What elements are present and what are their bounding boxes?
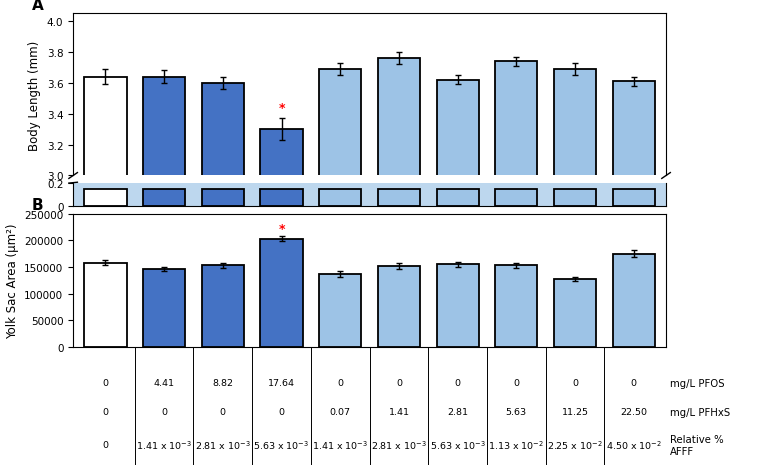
Bar — [143, 78, 186, 476]
Bar — [319, 189, 361, 207]
Text: 2.25 x 10$^{-2}$: 2.25 x 10$^{-2}$ — [547, 439, 603, 451]
Text: 1.41 x 10$^{-3}$: 1.41 x 10$^{-3}$ — [136, 439, 192, 451]
Bar — [554, 189, 596, 207]
Y-axis label: Yolk Sac Area (μm²): Yolk Sac Area (μm²) — [5, 223, 18, 338]
Text: 2.81 x 10$^{-3}$: 2.81 x 10$^{-3}$ — [371, 439, 427, 451]
Bar — [613, 189, 655, 207]
Text: 0: 0 — [631, 379, 637, 387]
Text: B: B — [32, 198, 43, 213]
Text: 5.63 x 10$^{-3}$: 5.63 x 10$^{-3}$ — [430, 439, 486, 451]
Text: 4.41: 4.41 — [154, 379, 175, 387]
Y-axis label: Body Length (mm): Body Length (mm) — [28, 40, 42, 150]
Text: 0: 0 — [454, 379, 460, 387]
Bar — [437, 265, 479, 347]
Bar — [202, 266, 244, 347]
Text: 1.13 x 10$^{-2}$: 1.13 x 10$^{-2}$ — [488, 439, 544, 451]
Text: 1.41: 1.41 — [388, 407, 410, 416]
Text: mg/L PFHxS: mg/L PFHxS — [670, 407, 730, 416]
Text: 0: 0 — [220, 407, 226, 416]
Bar — [143, 269, 186, 347]
Text: 8.82: 8.82 — [213, 379, 233, 387]
Text: 0: 0 — [396, 379, 402, 387]
Bar — [495, 266, 537, 347]
Text: 22.50: 22.50 — [621, 407, 648, 416]
Bar — [437, 80, 479, 476]
Bar — [613, 254, 655, 347]
Text: *: * — [278, 223, 285, 236]
Bar — [319, 275, 361, 347]
Text: 4.50 x 10$^{-2}$: 4.50 x 10$^{-2}$ — [606, 439, 661, 451]
Text: *: * — [278, 101, 285, 114]
Text: 0: 0 — [161, 407, 167, 416]
Text: 0: 0 — [514, 379, 519, 387]
Bar — [202, 84, 244, 476]
Bar — [378, 267, 420, 347]
Bar — [495, 62, 537, 476]
Text: 0: 0 — [102, 379, 109, 387]
Bar — [143, 189, 186, 207]
Text: A: A — [32, 0, 43, 13]
Text: 2.81 x 10$^{-3}$: 2.81 x 10$^{-3}$ — [195, 439, 251, 451]
Bar — [554, 279, 596, 347]
Text: 5.63: 5.63 — [506, 407, 527, 416]
Bar — [378, 189, 420, 207]
Text: 1.41 x 10$^{-3}$: 1.41 x 10$^{-3}$ — [312, 439, 368, 451]
Text: 0: 0 — [337, 379, 343, 387]
Bar — [495, 189, 537, 207]
Bar — [437, 189, 479, 207]
Bar — [260, 130, 303, 476]
Bar — [613, 82, 655, 476]
Text: 11.25: 11.25 — [561, 407, 588, 416]
Text: 17.64: 17.64 — [268, 379, 295, 387]
Bar — [378, 59, 420, 476]
Bar — [84, 78, 126, 476]
Text: 0.07: 0.07 — [330, 407, 351, 416]
Bar — [319, 70, 361, 476]
Text: 0: 0 — [572, 379, 578, 387]
Text: 0: 0 — [279, 407, 285, 416]
Text: 5.63 x 10$^{-3}$: 5.63 x 10$^{-3}$ — [253, 439, 310, 451]
Text: Relative %
AFFF: Relative % AFFF — [670, 434, 724, 456]
Text: 2.81: 2.81 — [447, 407, 468, 416]
Bar — [202, 189, 244, 207]
Text: 0: 0 — [102, 407, 109, 416]
Bar — [260, 239, 303, 347]
Bar — [260, 189, 303, 207]
Bar — [554, 70, 596, 476]
Bar — [84, 263, 126, 347]
Text: mg/L PFOS: mg/L PFOS — [670, 378, 725, 388]
Text: 0: 0 — [102, 441, 109, 449]
Bar — [84, 189, 126, 207]
